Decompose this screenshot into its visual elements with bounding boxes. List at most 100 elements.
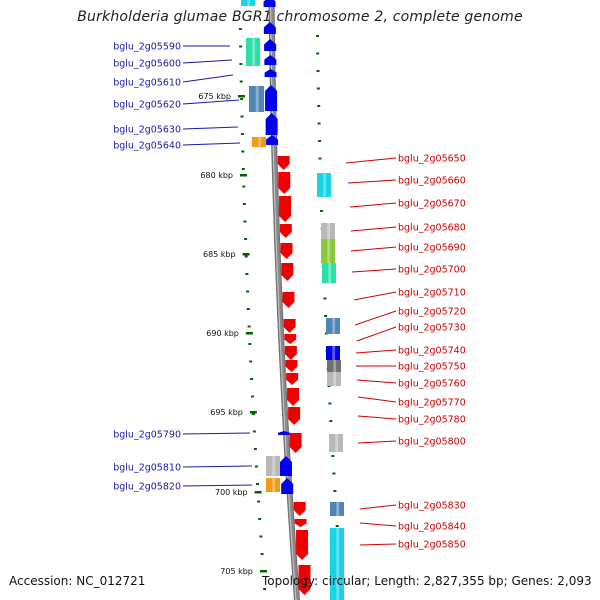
cog-box-gray xyxy=(327,372,341,386)
minus-strand-gene-arrow xyxy=(264,55,277,65)
tick-dot xyxy=(256,483,259,485)
tick-dot xyxy=(328,402,332,405)
tick-dot xyxy=(258,518,262,520)
left-leader-line xyxy=(182,99,240,105)
kbp-tick-label: 680 kbp xyxy=(200,171,233,180)
tick-dot xyxy=(332,472,336,475)
right-leader-line xyxy=(349,202,397,208)
kbp-tick-mark xyxy=(259,570,267,573)
tick-dot xyxy=(317,105,321,107)
tick-dot xyxy=(241,168,245,170)
right-gene-label: bglu_2g05660 xyxy=(398,176,466,187)
plus-strand-gene-arrow xyxy=(293,502,306,516)
tick-dot xyxy=(318,140,322,142)
right-gene-label: bglu_2g05740 xyxy=(398,346,466,357)
minus-strand-gene-arrow xyxy=(265,113,278,135)
kbp-tick-mark xyxy=(242,253,250,256)
right-gene-label: bglu_2g05760 xyxy=(398,379,466,390)
minus-strand-gene-arrow xyxy=(265,85,278,111)
cog-box-cyan xyxy=(317,173,331,197)
plus-strand-gene-arrow xyxy=(277,156,290,170)
kbp-tick-mark xyxy=(245,332,253,335)
kbp-tick-mark xyxy=(240,174,247,177)
tick-dot xyxy=(240,133,244,135)
cog-box-fill xyxy=(329,434,343,452)
tick-dot xyxy=(249,360,253,363)
tick-dot xyxy=(318,157,322,160)
plus-strand-gene-arrow xyxy=(280,243,293,259)
tick-dot xyxy=(316,35,319,37)
cog-box-shine xyxy=(336,502,340,516)
left-gene-label: bglu_2g05590 xyxy=(113,42,181,53)
plus-strand-gene-arrow xyxy=(282,292,295,308)
right-tick-column xyxy=(316,35,343,580)
plus-strand-gene-arrow xyxy=(287,388,300,406)
left-gene-label: bglu_2g05820 xyxy=(113,482,181,493)
left-leader-line xyxy=(182,126,239,130)
right-leader-line xyxy=(357,415,397,420)
right-leader-line xyxy=(354,310,397,326)
tick-dot xyxy=(259,535,263,538)
cog-box-shine xyxy=(336,528,340,600)
tick-dot xyxy=(239,80,243,83)
kbp-tick-label: 695 kbp xyxy=(210,408,243,417)
tick-dot xyxy=(331,455,335,457)
cog-box-orange xyxy=(252,137,266,147)
cog-box-gray xyxy=(329,434,343,452)
right-leader-line xyxy=(357,440,397,444)
right-leader-line xyxy=(350,226,397,232)
right-gene-label: bglu_2g05720 xyxy=(398,307,466,318)
kbp-tick-mark xyxy=(254,491,262,494)
tick-dot xyxy=(242,185,246,188)
cog-box-shine xyxy=(328,263,332,283)
tick-dot xyxy=(333,490,337,492)
cog-box-fill xyxy=(321,239,335,263)
minus-strand-gene-arrow xyxy=(279,456,292,476)
tick-dot xyxy=(263,588,267,590)
tick-dot xyxy=(257,500,261,503)
cog-box-shine xyxy=(333,372,337,386)
plus-strand-gene-arrow xyxy=(283,319,296,333)
right-leader-line xyxy=(350,246,397,252)
map-title: Burkholderia glumae BGR1 chromosome 2, c… xyxy=(77,9,523,25)
tick-dot xyxy=(242,203,246,205)
right-gene-label: bglu_2g05690 xyxy=(398,243,466,254)
plus-strand-gene-arrow xyxy=(288,407,301,425)
plus-strand-gene-arrow xyxy=(289,433,302,453)
cog-box-fill xyxy=(326,318,340,334)
left-leader-line xyxy=(182,465,253,468)
left-tick-column xyxy=(238,28,267,590)
cog-box-fill xyxy=(321,223,335,239)
right-leader-line xyxy=(359,522,397,527)
cog-box-shine xyxy=(333,360,337,372)
left-gene-label: bglu_2g05640 xyxy=(113,141,181,152)
minus-strand-gene-arrow xyxy=(281,478,294,494)
left-gene-label: bglu_2g05630 xyxy=(113,125,181,136)
tick-dot xyxy=(243,220,247,223)
cog-box-steel xyxy=(326,318,340,334)
right-leader-line xyxy=(356,379,397,384)
tick-dot xyxy=(239,63,243,65)
tick-dot xyxy=(240,115,244,118)
cog-box-teal xyxy=(322,263,336,283)
right-gene-label: bglu_2g05850 xyxy=(398,540,466,551)
cog-box-fill xyxy=(241,0,255,6)
cog-box-shine xyxy=(272,478,276,492)
kbp-tick-mark xyxy=(238,95,245,98)
left-leader-line xyxy=(182,74,234,83)
tick-dot xyxy=(252,430,256,433)
right-leader-line xyxy=(351,268,397,273)
tick-dot xyxy=(244,238,248,240)
cog-box-fill xyxy=(330,528,344,600)
cog-box-fill xyxy=(246,38,260,66)
tick-dot xyxy=(239,45,243,48)
cog-box-shine xyxy=(247,0,251,6)
cog-box-gray xyxy=(321,223,335,239)
tick-dot xyxy=(254,465,258,468)
plus-strand-gene-arrow xyxy=(281,263,294,281)
cog-box-olive xyxy=(321,239,335,263)
cog-box-shine xyxy=(252,38,256,66)
left-leader-line xyxy=(182,432,251,435)
plus-strand-gene-arrow xyxy=(279,196,292,222)
